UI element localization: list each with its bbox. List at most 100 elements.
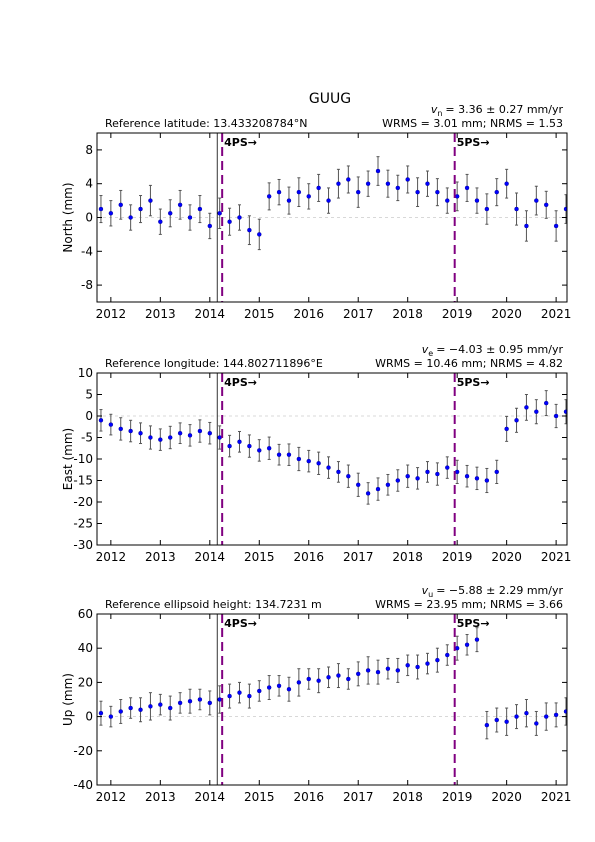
- reference-text: Reference latitude: 13.433208784°N: [105, 117, 308, 130]
- reference-text: Reference longitude: 144.802711896°E: [105, 357, 323, 370]
- data-point: [553, 223, 559, 229]
- x-tick-label: 2012: [96, 550, 127, 564]
- x-tick-label: 2017: [343, 307, 374, 321]
- x-tick-label: 2016: [293, 307, 324, 321]
- x-tick-label: 2018: [392, 307, 423, 321]
- data-point: [415, 189, 420, 195]
- x-tick-label: 2018: [392, 550, 423, 564]
- x-tick-label: 2021: [541, 790, 572, 804]
- data-point: [425, 661, 430, 666]
- data-point: [187, 433, 193, 438]
- velocity-symbol: v: [422, 343, 429, 356]
- x-tick-label: 2021: [541, 550, 572, 564]
- data-point: [98, 206, 104, 212]
- data-point: [306, 194, 311, 199]
- data-point: [296, 680, 302, 685]
- data-point: [524, 405, 529, 410]
- data-point: [356, 671, 361, 677]
- data-point: [217, 211, 222, 216]
- event-label: 5PS→: [457, 376, 490, 389]
- data-point: [227, 219, 232, 224]
- data-point: [445, 465, 450, 470]
- y-tick-label: -25: [73, 517, 93, 531]
- data-point: [168, 435, 173, 440]
- data-point: [346, 676, 351, 682]
- data-point: [138, 431, 143, 436]
- data-point: [445, 652, 450, 658]
- data-point: [336, 181, 341, 186]
- data-point: [98, 710, 104, 716]
- data-point: [257, 448, 262, 453]
- data-point: [365, 181, 371, 186]
- data-point: [296, 189, 302, 195]
- y-tick-label: 20: [78, 675, 93, 689]
- figure-title: GUUG: [309, 91, 351, 107]
- y-tick-label: -30: [73, 538, 93, 552]
- data-point: [435, 657, 440, 663]
- data-point: [108, 422, 114, 427]
- data-point: [158, 437, 163, 442]
- x-tick-label: 2014: [195, 550, 226, 564]
- data-point: [207, 431, 213, 436]
- data-point: [177, 700, 183, 706]
- data-point: [385, 181, 391, 186]
- y-tick-label: -8: [81, 278, 93, 292]
- data-point: [128, 428, 133, 434]
- data-point: [504, 426, 509, 432]
- data-point: [553, 712, 559, 718]
- stats-text: WRMS = 23.95 mm; NRMS = 3.66: [375, 598, 563, 611]
- velocity-subscript: n: [437, 109, 442, 118]
- x-tick-label: 2019: [442, 790, 473, 804]
- x-tick-label: 2014: [195, 790, 226, 804]
- data-point: [425, 469, 430, 475]
- data-point: [326, 465, 331, 470]
- event-label: 5PS→: [457, 136, 490, 149]
- data-point: [187, 699, 193, 704]
- data-point: [266, 446, 272, 451]
- data-point: [237, 215, 242, 220]
- velocity-symbol: v: [431, 103, 438, 116]
- data-point: [276, 452, 282, 457]
- y-axis-label: North (mm): [61, 182, 75, 252]
- data-point: [148, 704, 153, 709]
- y-axis-label: East (mm): [61, 428, 75, 490]
- data-point: [227, 693, 232, 699]
- data-point: [563, 206, 567, 212]
- event-label: 5PS→: [457, 617, 490, 630]
- event-label: 4PS→: [224, 376, 257, 389]
- y-tick-label: 0: [85, 211, 93, 225]
- velocity-value: = −5.88 ± 2.29 mm/yr: [436, 584, 563, 597]
- x-tick-label: 2019: [442, 550, 473, 564]
- data-point: [484, 478, 490, 483]
- y-tick-label: -20: [73, 744, 93, 758]
- data-point: [494, 469, 499, 475]
- y-axis-label: Up (mm): [61, 673, 75, 726]
- data-point: [217, 435, 222, 440]
- data-point: [286, 452, 292, 457]
- x-tick-label: 2015: [244, 790, 275, 804]
- data-point: [247, 443, 252, 449]
- data-point: [514, 714, 519, 719]
- y-tick-label: 4: [85, 177, 93, 191]
- data-point: [415, 664, 420, 670]
- data-point: [356, 189, 361, 195]
- data-point: [494, 189, 499, 195]
- data-point: [108, 211, 114, 216]
- data-point: [464, 185, 470, 191]
- data-point: [415, 476, 420, 481]
- x-tick-label: 2020: [491, 790, 522, 804]
- data-point: [405, 474, 410, 479]
- data-point: [128, 215, 133, 220]
- data-point: [207, 700, 213, 706]
- y-tick-label: 0: [85, 710, 93, 724]
- data-point: [257, 232, 262, 237]
- data-point: [177, 202, 183, 208]
- data-point: [494, 717, 499, 723]
- plot-area: [97, 373, 567, 545]
- y-tick-label: -40: [73, 778, 93, 792]
- y-tick-label: -4: [81, 244, 93, 258]
- data-point: [454, 194, 460, 199]
- data-point: [138, 206, 143, 212]
- data-point: [395, 478, 400, 483]
